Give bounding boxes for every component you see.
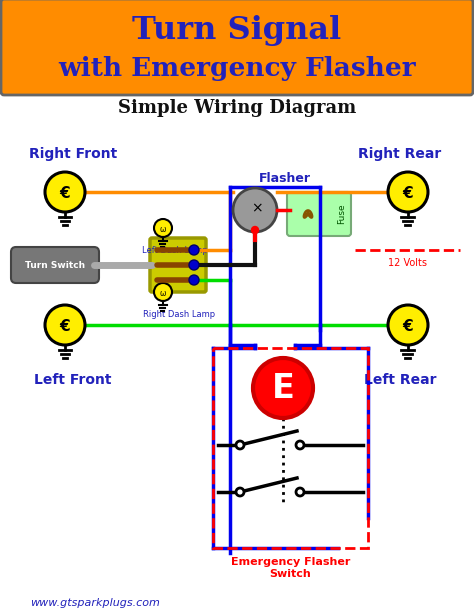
Text: Fuse: Fuse [337, 204, 346, 224]
Text: Left Rear: Left Rear [364, 373, 436, 387]
FancyBboxPatch shape [287, 192, 351, 236]
Circle shape [296, 488, 304, 496]
Circle shape [253, 358, 313, 418]
Text: Turn Signal: Turn Signal [132, 15, 342, 45]
FancyBboxPatch shape [1, 0, 473, 95]
Circle shape [233, 188, 277, 232]
Text: Right Rear: Right Rear [358, 147, 442, 161]
Text: 12 Volts: 12 Volts [388, 258, 427, 268]
Bar [213, 348, 368, 548]
Circle shape [45, 305, 85, 345]
Text: €: € [60, 186, 70, 200]
Text: ω: ω [160, 224, 166, 234]
Text: www.gtsparkplugs.com: www.gtsparkplugs.com [30, 598, 160, 608]
Circle shape [189, 245, 199, 255]
Text: Right Dash Lamp: Right Dash Lamp [143, 310, 215, 319]
FancyBboxPatch shape [150, 238, 206, 292]
Circle shape [296, 441, 304, 449]
Text: Left Dash Lamp: Left Dash Lamp [142, 245, 208, 254]
Circle shape [154, 219, 172, 237]
Text: Simple Wiring Diagram: Simple Wiring Diagram [118, 99, 356, 117]
Text: Turn Switch: Turn Switch [25, 261, 85, 270]
Circle shape [236, 488, 244, 496]
Circle shape [388, 305, 428, 345]
Circle shape [189, 275, 199, 285]
Text: Emergency Flasher: Emergency Flasher [231, 557, 350, 567]
Circle shape [45, 172, 85, 212]
FancyBboxPatch shape [11, 247, 99, 283]
Text: Switch: Switch [270, 569, 311, 579]
Circle shape [236, 441, 244, 449]
Text: Right Front: Right Front [29, 147, 117, 161]
Text: €: € [403, 186, 413, 200]
Text: E: E [272, 371, 294, 405]
Text: €: € [403, 319, 413, 333]
Circle shape [252, 226, 258, 234]
Circle shape [154, 283, 172, 301]
Text: ω: ω [160, 289, 166, 297]
Text: ×: × [251, 201, 263, 215]
Circle shape [388, 172, 428, 212]
Text: with Emergency Flasher: with Emergency Flasher [58, 56, 416, 80]
Text: Left Front: Left Front [34, 373, 112, 387]
Circle shape [189, 260, 199, 270]
Text: €: € [60, 319, 70, 333]
Text: Flasher: Flasher [259, 172, 311, 185]
